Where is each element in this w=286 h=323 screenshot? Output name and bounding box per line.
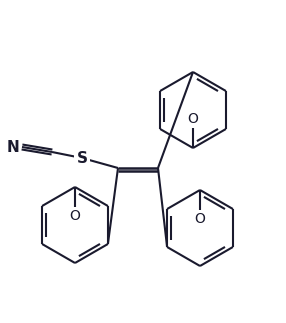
Text: N: N <box>6 140 19 154</box>
Text: O: O <box>194 212 205 226</box>
Text: O: O <box>188 112 198 126</box>
Text: S: S <box>76 151 88 165</box>
Text: O: O <box>69 209 80 223</box>
